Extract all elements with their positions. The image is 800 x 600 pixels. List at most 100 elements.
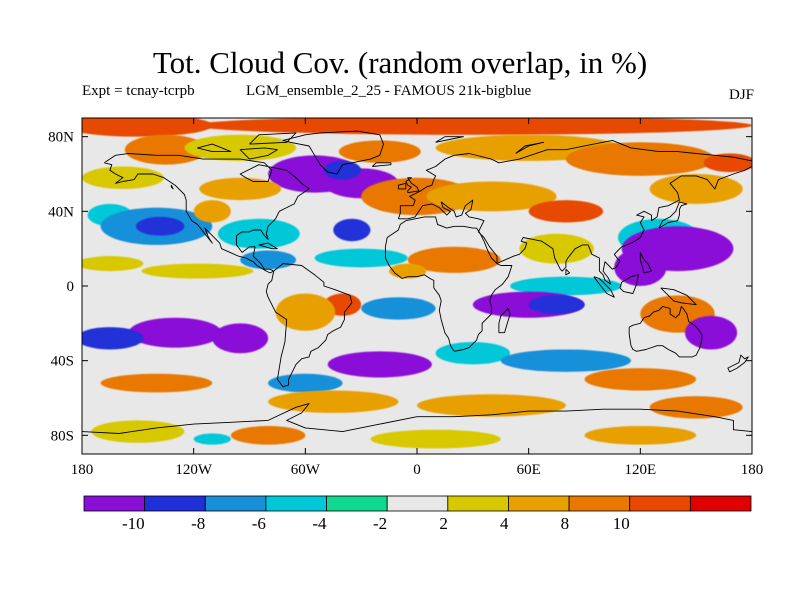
cloud-anomaly-region xyxy=(193,118,752,135)
cloud-anomaly-region xyxy=(649,396,743,419)
coastlines xyxy=(82,130,752,434)
lat-tick-label: 40N xyxy=(48,204,74,220)
cloud-anomaly-region xyxy=(420,276,488,303)
colorbar-swatch xyxy=(326,495,388,512)
coastline xyxy=(658,201,688,229)
cloud-anomaly-region xyxy=(82,256,144,272)
cloud-anomaly-region xyxy=(327,351,432,378)
coastline xyxy=(258,242,278,250)
cloud-anomaly-region xyxy=(199,177,282,201)
coastline xyxy=(239,147,278,160)
cloud-anomaly-region xyxy=(338,140,421,163)
cloud-anomaly-region xyxy=(230,426,306,445)
lon-tick-label: 0 xyxy=(413,462,421,478)
cloud-anomaly-region xyxy=(82,118,213,137)
coastline xyxy=(660,287,697,306)
colorbar-swatch xyxy=(568,495,631,512)
coastline xyxy=(265,263,353,388)
coastline xyxy=(565,268,571,276)
colorbar-label: -4 xyxy=(312,514,327,533)
cloud-anomaly-region xyxy=(703,153,752,173)
cloud-anomaly-region xyxy=(528,200,604,223)
cloud-anomaly-region xyxy=(435,342,511,365)
coastline xyxy=(249,132,297,145)
lon-tick-label: 180 xyxy=(741,462,764,478)
cloud-anomaly-region xyxy=(193,200,231,223)
colorbar-swatch xyxy=(689,495,752,512)
cloud-anomaly-region xyxy=(510,276,622,296)
cloud-anomaly-region xyxy=(389,263,427,279)
coastline xyxy=(405,177,420,194)
cloud-anomaly-region xyxy=(407,246,501,273)
colorbar-label: 10 xyxy=(613,514,630,533)
colorbar-label: 8 xyxy=(561,514,570,533)
coastline xyxy=(619,274,639,294)
experiment-label: Expt = tcnay-tcrpb xyxy=(82,83,195,99)
cloud-anomaly-region xyxy=(500,349,632,372)
coastline xyxy=(397,182,407,190)
lat-tick-label: 80S xyxy=(51,428,74,444)
lat-tick-label: 40S xyxy=(51,354,74,370)
cloud-anomaly-region xyxy=(426,181,557,212)
colorbar-swatch xyxy=(386,495,449,512)
lon-tick-label: 180 xyxy=(71,462,94,478)
colorbar-label: -8 xyxy=(191,514,205,533)
cloud-anomaly-region xyxy=(82,327,144,350)
coastline xyxy=(435,136,464,143)
cloud-anomaly-region xyxy=(685,315,738,350)
cloud-anomaly-region xyxy=(584,368,697,391)
cloud-anomaly-region xyxy=(565,142,715,176)
colorbar-label: 2 xyxy=(439,514,448,533)
lon-tick-label: 120W xyxy=(175,462,213,478)
lat-tick-label: 80N xyxy=(48,130,74,146)
cloud-anomaly-region xyxy=(361,297,436,320)
coastline xyxy=(104,153,310,274)
season-label: DJF xyxy=(728,87,754,103)
cloud-anomaly-region xyxy=(135,216,185,236)
cloud-anomaly-region xyxy=(100,373,213,393)
cloud-anomaly-region xyxy=(128,317,222,348)
cloud-anomaly-region xyxy=(614,248,667,286)
colorbar-swatch xyxy=(508,495,570,512)
coastline xyxy=(639,252,652,274)
coastline xyxy=(593,276,615,298)
coastline xyxy=(196,143,232,153)
cloud-anomaly-region xyxy=(584,426,697,445)
cloud-anomaly-region xyxy=(268,373,343,393)
coastline xyxy=(727,354,749,373)
cloud-anomaly-region xyxy=(193,433,231,445)
colorbar-swatch xyxy=(447,495,509,512)
cloud-anomaly-region xyxy=(212,323,269,354)
ensemble-label: LGM_ensemble_2_25 - FAMOUS 21k-bigblue xyxy=(246,83,532,99)
cloud-anomaly-region xyxy=(91,420,185,443)
colorbar-label: 4 xyxy=(500,514,509,533)
cloud-anomaly-region xyxy=(124,134,207,165)
cloud-anomaly-region xyxy=(528,295,585,314)
cloud-anomaly-region xyxy=(649,174,743,204)
coastline xyxy=(397,139,752,285)
cloud-anomaly-region xyxy=(275,293,336,331)
coastline xyxy=(628,306,703,358)
colorbar-label: -10 xyxy=(122,514,145,533)
colorbar-label: -6 xyxy=(252,514,266,533)
contour-field xyxy=(82,118,752,454)
lon-tick-label: 60E xyxy=(517,462,541,478)
cloud-anomaly-region xyxy=(323,160,362,180)
colorbar: -10 -8 -6 -4 -2 2 4 8 10 xyxy=(83,495,752,533)
cloud-anomaly-region xyxy=(370,429,501,449)
colorbar-swatch xyxy=(144,495,206,512)
coastline xyxy=(371,162,392,167)
colorbar-swatch xyxy=(204,495,267,512)
cloud-anomaly-region xyxy=(217,218,300,249)
chart-title: Tot. Cloud Cov. (random overlap, in %) xyxy=(152,45,648,80)
cloud-anomaly-region xyxy=(333,218,371,242)
cloud-anomaly-region xyxy=(417,394,566,417)
coastline xyxy=(82,403,752,434)
lon-tick-label: 60W xyxy=(291,462,321,478)
lat-tick-label: 0 xyxy=(67,279,75,295)
coastline xyxy=(170,184,174,190)
cloud-anomaly-region xyxy=(184,134,297,161)
colorbar-swatch xyxy=(83,495,146,512)
coastline xyxy=(498,307,511,334)
